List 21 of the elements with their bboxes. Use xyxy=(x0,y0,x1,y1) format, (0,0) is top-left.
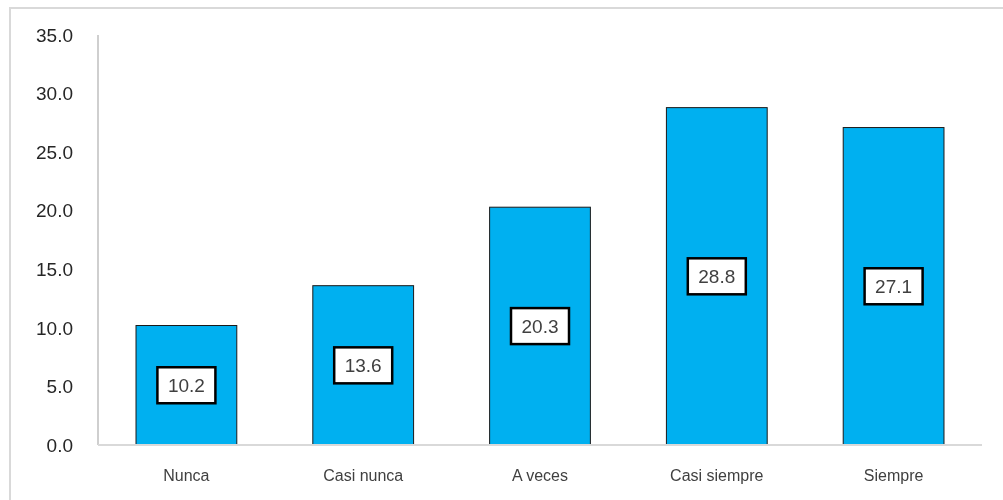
x-tick-label: Nunca xyxy=(163,466,210,484)
y-tick-label: 15.0 xyxy=(36,258,73,280)
x-tick-label: Casi siempre xyxy=(670,466,764,484)
y-tick-label: 20.0 xyxy=(36,200,73,222)
x-tick-label: Siempre xyxy=(863,466,924,484)
bar xyxy=(842,127,945,446)
data-label: 13.6 xyxy=(344,354,382,376)
data-label: 10.2 xyxy=(167,374,205,396)
bar xyxy=(489,206,591,446)
y-tick-label: 35.0 xyxy=(36,24,73,46)
bar xyxy=(665,107,768,446)
y-tick-label: 10.0 xyxy=(36,317,73,339)
y-tick-label: 25.0 xyxy=(36,141,73,163)
y-tick-label: 0.0 xyxy=(46,434,73,456)
data-label: 20.3 xyxy=(521,315,559,337)
y-tick-label: 5.0 xyxy=(46,376,73,398)
x-tick-label: Casi nunca xyxy=(323,466,404,484)
data-label: 28.8 xyxy=(698,265,736,287)
data-label: 27.1 xyxy=(875,275,913,297)
x-tick-label: A veces xyxy=(511,466,569,484)
y-tick-label: 30.0 xyxy=(36,83,73,105)
